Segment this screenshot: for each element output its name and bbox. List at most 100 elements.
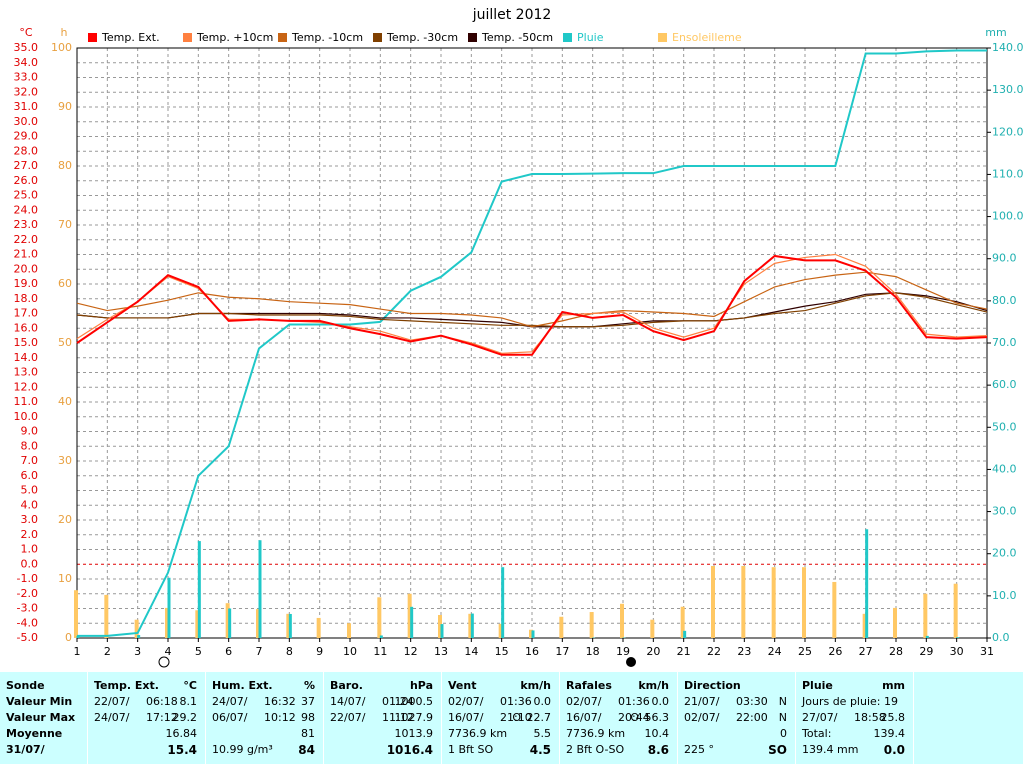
- cell-text: 0.0: [883, 743, 905, 757]
- cell-text: 22/07/: [330, 711, 366, 724]
- y2-tick-label: 120.0: [992, 125, 1024, 138]
- bar: [741, 566, 746, 638]
- cell-text: Pluie: [802, 679, 833, 692]
- bar: [286, 613, 291, 638]
- y-tick-label: 15.0: [14, 336, 39, 349]
- bar: [650, 619, 655, 638]
- x-tick-label: 21: [677, 645, 691, 658]
- cell-text: 98: [301, 711, 315, 724]
- cell-text: 22.7: [526, 711, 552, 724]
- cell-text: Hum. Ext.: [212, 679, 273, 692]
- series-line: [76, 254, 988, 356]
- bar: [711, 566, 715, 638]
- y2-tick-label: 100.0: [992, 210, 1024, 223]
- bar: [683, 630, 687, 638]
- y3-tick-label: 70: [58, 218, 72, 231]
- cell-text: 7736.9 km: [448, 727, 508, 740]
- bar: [468, 613, 473, 638]
- cell-text: 1000.5: [394, 695, 434, 708]
- cell-text: 10.99 g/m³: [212, 743, 273, 756]
- y-tick-label: 30.0: [14, 115, 39, 128]
- bar: [956, 637, 960, 638]
- y2-tick-label: 90.0: [992, 252, 1017, 265]
- y2-axis-unit: mm: [985, 26, 1006, 39]
- cell-text: 16:32: [264, 695, 296, 708]
- legend-swatch: [658, 33, 667, 42]
- y-tick-label: 20.0: [14, 262, 39, 275]
- cell-text: 24/07/: [212, 695, 248, 708]
- cell-text: Valeur Min: [6, 695, 73, 708]
- series-line: [76, 292, 988, 328]
- y2-tick-label: 50.0: [992, 420, 1017, 433]
- x-tick-label: 20: [646, 645, 660, 658]
- cell-text: km/h: [638, 679, 669, 692]
- cell-text: 0: [780, 727, 787, 740]
- y2-tick-label: 140.0: [992, 41, 1024, 54]
- bar: [438, 614, 442, 638]
- x-tick-label: 2: [104, 645, 111, 658]
- bar: [771, 567, 776, 638]
- y-tick-label: 17.0: [14, 307, 39, 320]
- y-tick-label: 34.0: [14, 56, 39, 69]
- cell-text: 18:58: [854, 711, 886, 724]
- x-tick-label: 3: [134, 645, 141, 658]
- cell-text: Vent: [448, 679, 477, 692]
- x-tick-label: 18: [586, 645, 600, 658]
- x-tick-label: 30: [950, 645, 964, 658]
- cell-text: 02/07/: [566, 695, 602, 708]
- table-column: Pluie mm Jours de pluie: 19 27/07/18:58 25.8…: [796, 672, 914, 764]
- table-column: Temp. Ext. °C 22/07/06:18 8.1 24/07/17:12 29.…: [88, 672, 206, 764]
- legend-label: Ensoleilleme: [672, 31, 742, 44]
- bar: [620, 603, 624, 638]
- y-axis-unit: °C: [19, 26, 33, 39]
- y-tick-label: -1.0: [17, 572, 38, 585]
- cell-text: 15.4: [167, 743, 197, 757]
- cell-text: 56.3: [644, 711, 670, 724]
- cell-text: 01:36: [618, 695, 650, 708]
- series-line: [77, 49, 987, 637]
- x-tick-label: 25: [798, 645, 812, 658]
- cell-text: 8.6: [647, 743, 669, 757]
- x-tick-label: 11: [373, 645, 387, 658]
- cell-text: 14/07/: [330, 695, 366, 708]
- chart-title: juillet 2012: [472, 7, 552, 23]
- cell-text: 21:10: [500, 711, 532, 724]
- y3-tick-label: 50: [58, 336, 72, 349]
- table-column: Hum. Ext.% 24/07/16:32 37 06/07/10:12 98 81 10…: [206, 672, 324, 764]
- y3-tick-label: 20: [58, 513, 72, 526]
- x-tick-label: 17: [555, 645, 569, 658]
- bar: [134, 619, 139, 638]
- cell-text: 16/07/: [566, 711, 602, 724]
- cell-text: hPa: [409, 679, 433, 692]
- x-tick-label: 28: [889, 645, 903, 658]
- cell-text: Rafales: [566, 679, 612, 692]
- y-tick-label: 25.0: [14, 189, 39, 202]
- y-tick-label: 22.0: [14, 233, 39, 246]
- bar: [225, 603, 230, 638]
- bar: [953, 583, 958, 638]
- bar: [440, 624, 444, 638]
- cell-text: Moyenne: [6, 727, 63, 740]
- cell-text: O: [630, 711, 639, 724]
- cell-text: 06:18: [146, 695, 178, 708]
- cell-text: 4.5: [529, 743, 551, 757]
- bar: [589, 612, 594, 638]
- chart: juillet 2012 °C h mm -5.0 -4.0-3.0 -2.0 -1.…: [13, 7, 1024, 668]
- x-tick-label: 1: [74, 645, 81, 658]
- y-tick-label: 18.0: [14, 292, 39, 305]
- bar: [167, 577, 171, 638]
- cell-text: 31/07/: [6, 743, 45, 756]
- bar: [923, 593, 928, 638]
- bar: [802, 567, 806, 638]
- cell-text: 02/07/: [448, 695, 484, 708]
- y-tick-label: 19.0: [14, 277, 39, 290]
- y-tick-label: 4.0: [21, 498, 39, 511]
- cell-text: Sonde: [6, 679, 45, 692]
- y3-tick-label: 40: [58, 395, 72, 408]
- table-column: Rafales km/h 02/07/01:36 0.0 16/07/20:44 O 56.…: [560, 672, 678, 764]
- cell-text: mm: [882, 679, 905, 692]
- cell-text: 1016.4: [386, 743, 433, 757]
- y-tick-label: -5.0: [17, 631, 38, 644]
- table-column: Sonde Valeur Min Valeur Max Moyenne 31/07/: [0, 672, 88, 764]
